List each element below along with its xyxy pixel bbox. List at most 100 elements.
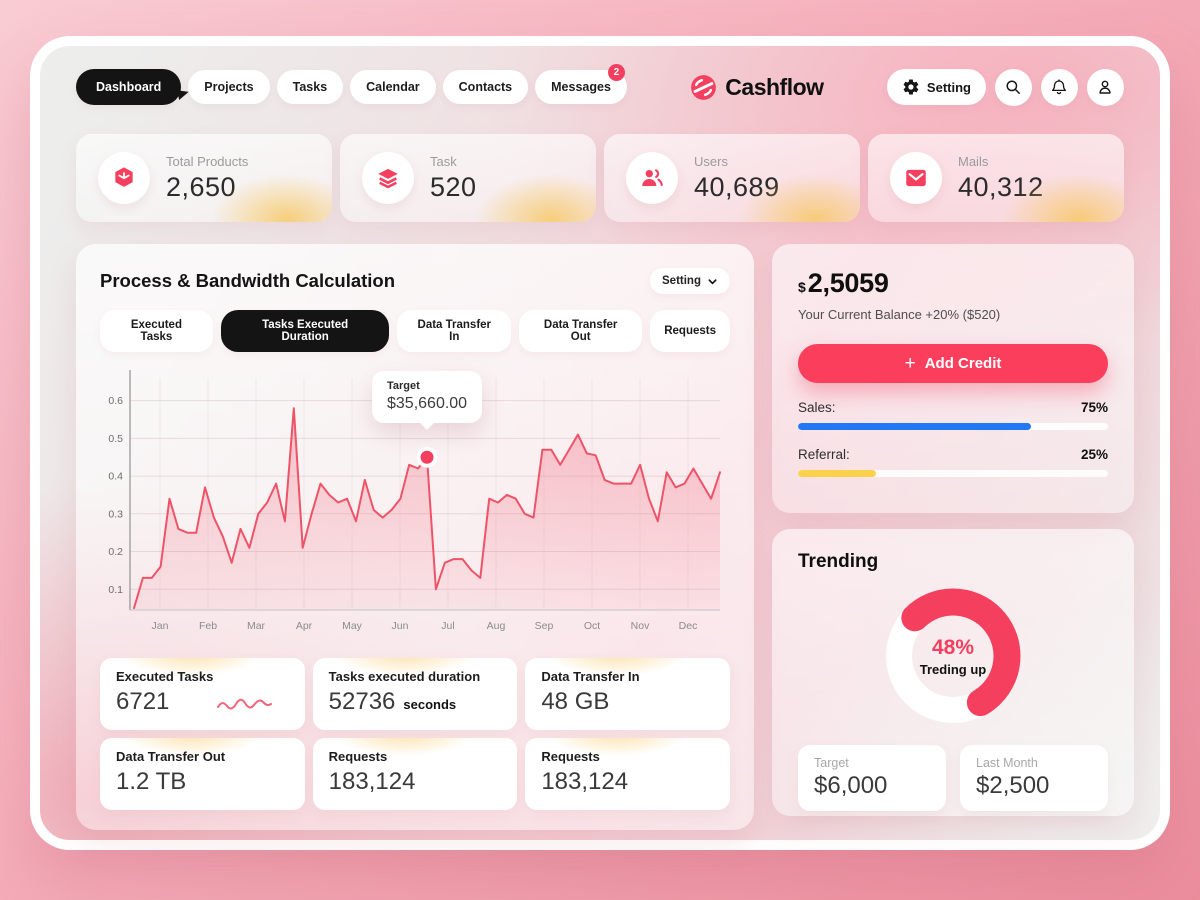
nav-item-label: Dashboard: [96, 80, 162, 94]
balance-value: 2,5059: [807, 268, 889, 298]
stat-label: Mails: [958, 153, 989, 169]
svg-text:Sep: Sep: [535, 620, 554, 632]
svg-text:Aug: Aug: [487, 620, 506, 632]
layers-icon: [362, 152, 414, 204]
chart-title: Process & Bandwidth Calculation: [100, 270, 396, 291]
tab-tasks-executed-duration[interactable]: Tasks Executed Duration: [220, 310, 390, 352]
svg-text:0.1: 0.1: [108, 584, 123, 596]
box-label: Last Month: [976, 756, 1038, 770]
trending-card: Trending 48% Treding up Target $6,000 Last…: [772, 529, 1134, 816]
search-button[interactable]: [994, 68, 1032, 106]
progress-fill: [798, 423, 1031, 430]
progress-label: Referral:: [798, 447, 850, 462]
profile-button[interactable]: [1086, 68, 1124, 106]
right-column: $ 2,5059 Your Current Balance +20% ($520…: [772, 244, 1134, 816]
mini-stat-data-transfer-in: Data Transfer In 48 GB: [525, 658, 730, 730]
nav-item-label: Messages: [551, 80, 611, 94]
trending-boxes: Target $6,000 Last Month $2,500: [798, 745, 1108, 811]
plus-icon: +: [904, 353, 916, 374]
mini-stat-requests: Requests 183,124: [525, 738, 730, 810]
svg-text:0.2: 0.2: [108, 546, 123, 558]
nav-item-projects[interactable]: Projects: [188, 70, 270, 104]
settings-label: Setting: [926, 79, 971, 95]
chart-setting-label: Setting: [662, 275, 701, 287]
users-icon: [626, 152, 678, 204]
stat-card-task: Task 520: [340, 134, 596, 222]
nav-item-calendar[interactable]: Calendar: [350, 70, 436, 104]
brand-name: Cashflow: [725, 73, 824, 100]
chart-canvas[interactable]: 0.1 0.2 0.3 0.4 0.5 0.6 Jan Feb Mar Apr May Jun Jul A…: [100, 370, 730, 638]
nav-item-messages[interactable]: Messages 2: [535, 64, 627, 104]
add-credit-label: Add Credit: [924, 355, 1002, 372]
nav-item-label: Calendar: [366, 80, 420, 94]
nav-item-contacts[interactable]: Contacts: [442, 70, 529, 104]
tab-data-transfer-in[interactable]: Data Transfer In: [397, 310, 512, 352]
currency-symbol: $: [798, 279, 806, 295]
svg-text:May: May: [342, 620, 363, 632]
progress-track: [798, 470, 1108, 477]
svg-text:Jul: Jul: [441, 620, 454, 632]
mini-value: 6721: [116, 688, 170, 715]
svg-text:Mar: Mar: [247, 620, 266, 632]
progress-label: Sales:: [798, 400, 836, 415]
mini-unit: seconds: [403, 697, 457, 712]
mini-value: 183,124: [328, 768, 416, 795]
line-chart: 0.1 0.2 0.3 0.4 0.5 0.6 Jan Feb Mar Apr May Jun Jul A…: [100, 370, 730, 644]
stat-value: 40,312: [958, 171, 1044, 202]
donut-percent: 48%: [931, 635, 975, 659]
trending-donut-chart: 48% Treding up: [874, 577, 1032, 735]
cube-icon: [98, 152, 150, 204]
mini-label: Data Transfer In: [541, 669, 640, 684]
progress-fill: [798, 470, 876, 477]
stat-value: 2,650: [166, 171, 237, 202]
mini-label: Requests: [328, 749, 388, 764]
search-icon: [1006, 80, 1021, 94]
stat-value: 40,689: [694, 171, 780, 202]
nav-item-label: Projects: [204, 80, 254, 94]
nav-item-dashboard[interactable]: Dashboard: [76, 69, 182, 105]
tab-executed-tasks[interactable]: Executed Tasks: [100, 310, 213, 352]
progress-percent: 75%: [1080, 400, 1108, 415]
box-value: $6,000: [814, 772, 888, 799]
mini-value: 183,124: [541, 768, 629, 795]
add-credit-button[interactable]: + Add Credit: [798, 344, 1108, 383]
tab-requests[interactable]: Requests: [650, 310, 730, 352]
svg-text:Oct: Oct: [584, 620, 600, 632]
settings-button[interactable]: Setting: [886, 69, 986, 105]
process-bandwidth-card: Process & Bandwidth Calculation Setting …: [76, 244, 754, 830]
svg-text:0.4: 0.4: [108, 471, 123, 483]
chart-setting-dropdown[interactable]: Setting: [650, 268, 730, 294]
mini-label: Data Transfer Out: [116, 749, 226, 764]
balance-subtitle: Your Current Balance +20% ($520): [798, 307, 1001, 322]
mini-stat-executed-tasks: Executed Tasks 6721: [100, 658, 305, 730]
gear-icon: [903, 79, 919, 95]
trending-box-last-month: Last Month $2,500: [960, 745, 1108, 811]
mini-value: 1.2 TB: [116, 768, 187, 795]
progress-sales: Sales: 75%: [798, 400, 1108, 430]
progress-list: Sales: 75% Referral: 25%: [798, 400, 1108, 477]
progress-referral: Referral: 25%: [798, 447, 1108, 477]
mini-stats-grid: Executed Tasks 6721 Tasks executed duratio…: [100, 658, 730, 810]
bell-icon: [1052, 79, 1067, 95]
main-content: Process & Bandwidth Calculation Setting …: [76, 244, 1134, 830]
progress-track: [798, 423, 1108, 430]
stat-label: Users: [694, 153, 728, 169]
tooltip-value: $35,660.00: [387, 395, 468, 413]
svg-text:Jun: Jun: [392, 620, 409, 632]
box-value: $2,500: [976, 772, 1050, 799]
tab-data-transfer-out[interactable]: Data Transfer Out: [519, 310, 643, 352]
cashflow-logo-icon: [690, 74, 717, 101]
mini-value: 48 GB: [541, 688, 610, 715]
sparkline: [215, 690, 289, 714]
nav-item-tasks[interactable]: Tasks: [276, 70, 344, 104]
nav-item-label: Contacts: [458, 80, 513, 94]
mini-stat-tasks-executed-duration: Tasks executed duration 52736 seconds: [312, 658, 518, 730]
progress-percent: 25%: [1080, 447, 1108, 462]
trending-title: Trending: [798, 551, 879, 572]
chevron-down-icon: [708, 278, 717, 285]
main-nav: Dashboard Projects Tasks Calendar Contacts Me…: [76, 64, 627, 105]
header-actions: Setting: [886, 68, 1124, 106]
svg-text:0.5: 0.5: [108, 433, 123, 445]
nav-item-label: Tasks: [292, 80, 328, 94]
notifications-button[interactable]: [1040, 68, 1078, 106]
